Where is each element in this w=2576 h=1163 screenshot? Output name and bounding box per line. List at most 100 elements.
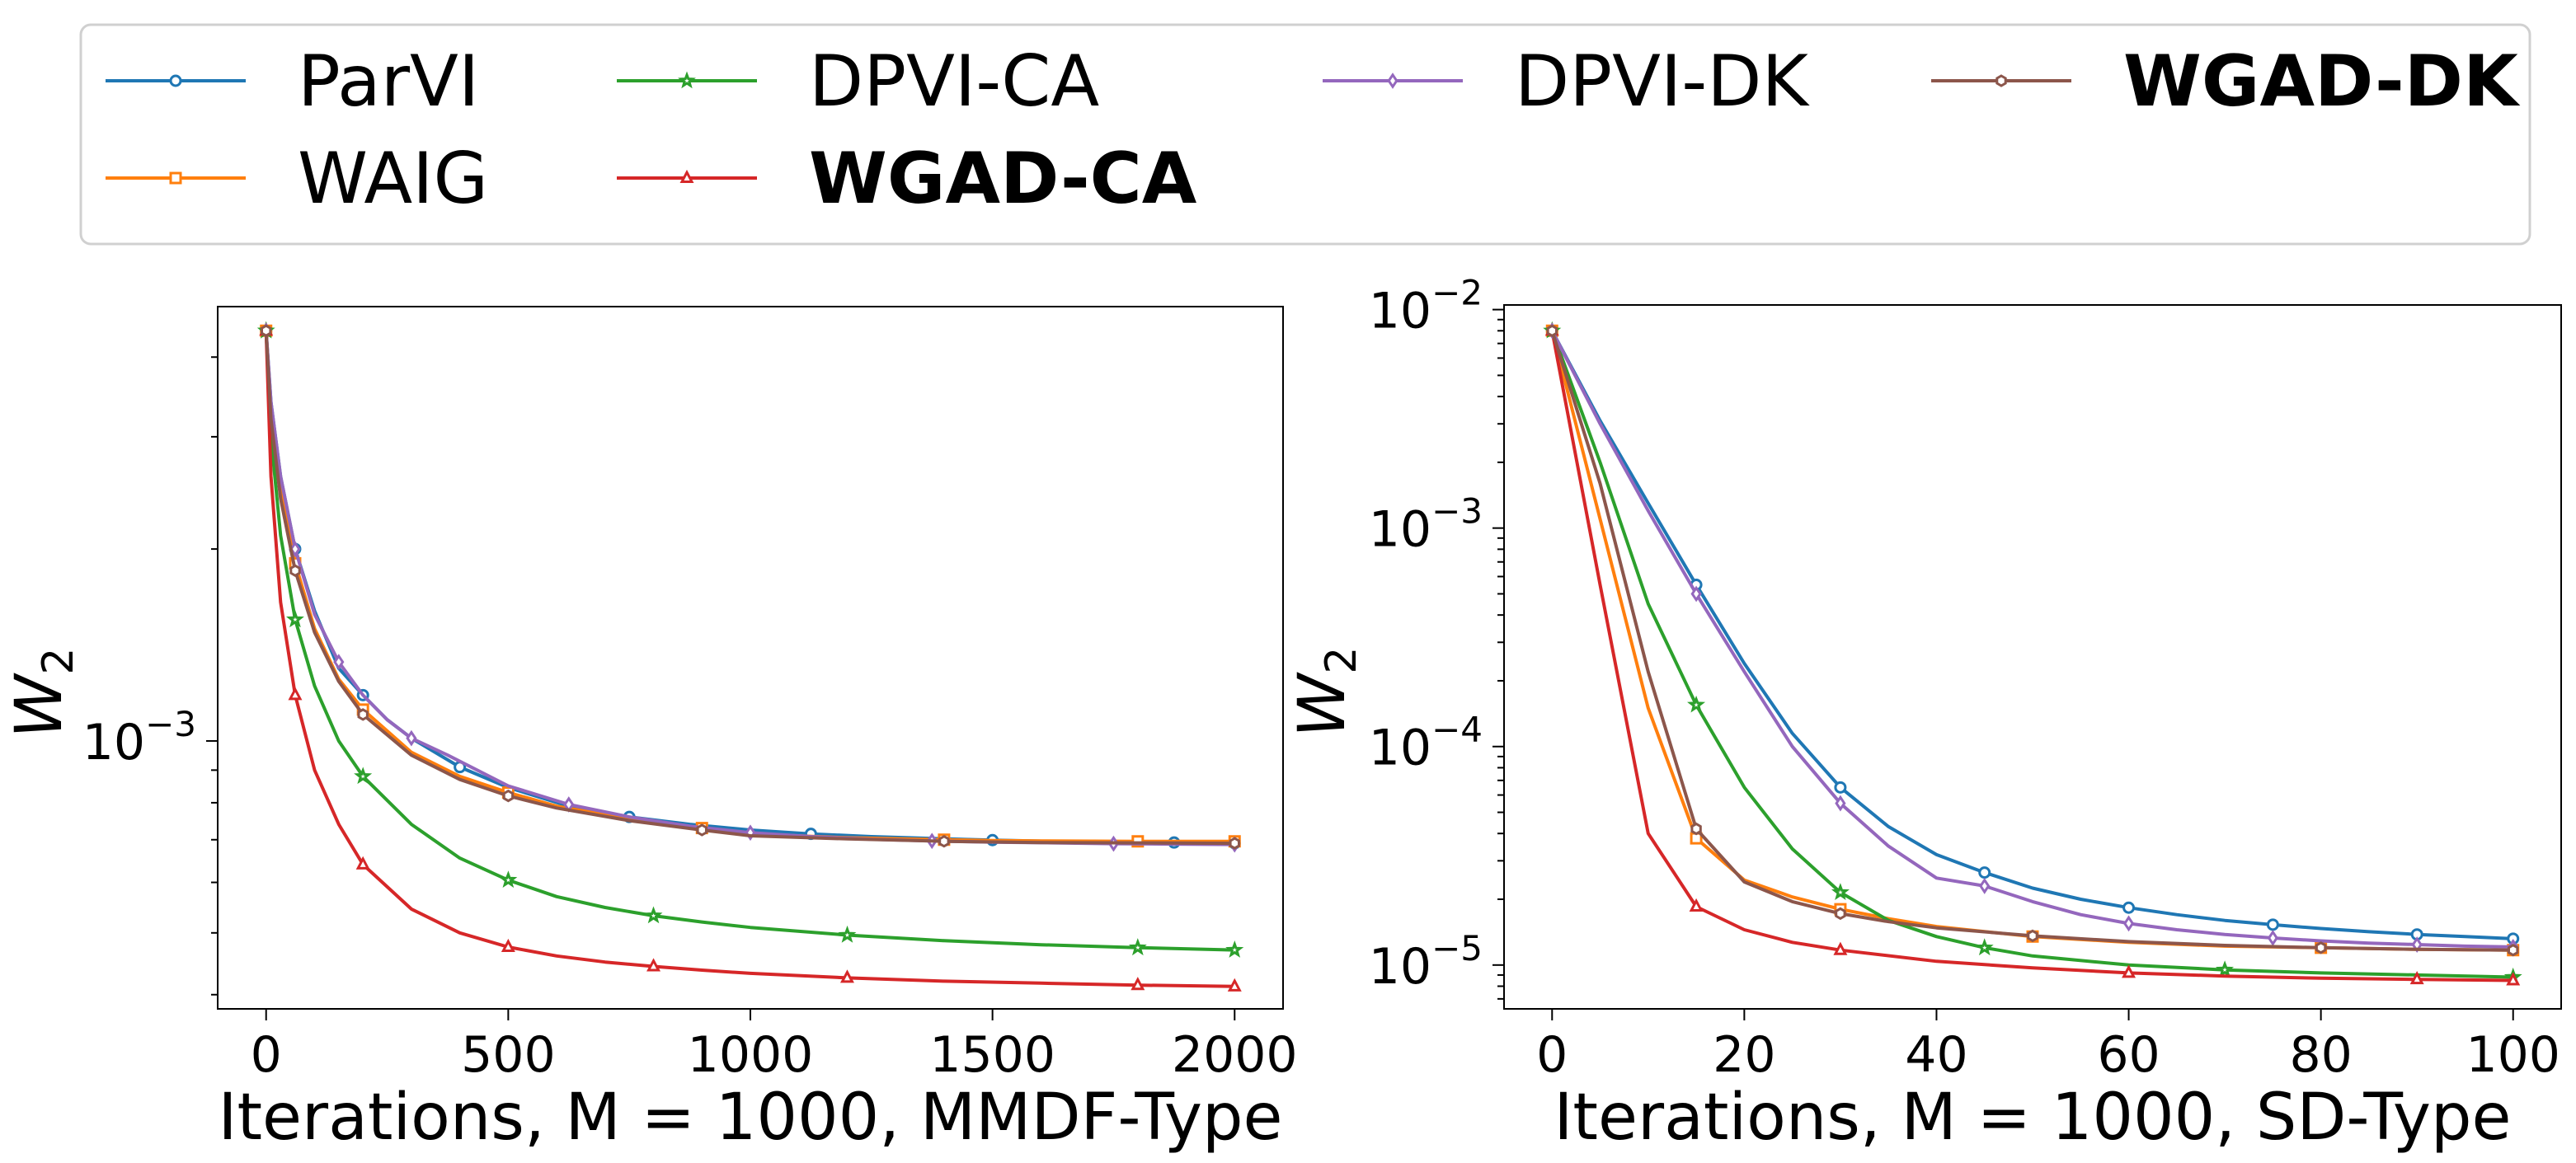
- p0-line-dpvi-dk: [264, 331, 1235, 846]
- p0-line-waig: [264, 331, 1235, 843]
- p0-point-wgad-ca: [1227, 978, 1242, 992]
- p1-y-axis-label: W2: [1286, 647, 1366, 738]
- p0-point-dpvi-ca: [286, 610, 304, 628]
- p1-x-tick-label: 0: [1536, 1026, 1568, 1084]
- p1-point-dpvi-dk: [1835, 795, 1846, 812]
- p0-point-dpvi-dk: [406, 729, 417, 747]
- legend-label-dpvi-ca: DPVI-CA: [809, 40, 1099, 123]
- legend-entry-wgad-ca: WGAD-CA: [617, 138, 1197, 220]
- p0-point-wgad-ca: [288, 687, 303, 701]
- p0-series-wgad-ca: [259, 322, 1242, 992]
- p0-line-wgad-dk: [264, 331, 1235, 846]
- p1-series-waig: [1545, 324, 2520, 957]
- p0-point-wgad-dk: [502, 789, 515, 803]
- p0-x-axis-label: Iterations, M = 1000, MMDF-Type: [218, 1081, 1282, 1155]
- p0-ylabel-main: W: [2, 673, 77, 739]
- p1-point-wgad-ca: [2409, 971, 2424, 985]
- p0-point-dpvi-ca: [1128, 938, 1147, 956]
- p0-series-dpvi-ca: [256, 321, 1244, 958]
- p1-line-parvi: [1550, 330, 2513, 940]
- p0-point-wgad-ca: [839, 969, 854, 983]
- p1-point-dpvi-dk: [1690, 585, 1702, 603]
- legend-entry-wgad-dk: WGAD-DK: [1931, 40, 2521, 123]
- legend-entry-waig: WAIG: [106, 138, 488, 220]
- p1-point-dpvi-ca: [2216, 960, 2235, 978]
- legend-entry-dpvi-ca: DPVI-CA: [617, 40, 1099, 123]
- p1-x-tick-label: 40: [1905, 1026, 1967, 1084]
- p0-plot-frame: [217, 306, 1284, 1010]
- p1-y-tick-label: 10−5: [1369, 928, 1483, 996]
- p1-point-wgad-dk: [1690, 822, 1702, 836]
- p0-point-dpvi-ca: [1225, 940, 1244, 958]
- p0-series-dpvi-dk: [261, 322, 1240, 853]
- p1-x-tick-label: 80: [2289, 1026, 2352, 1084]
- p0-series-group: [256, 321, 1244, 992]
- p0-point-dpvi-ca: [499, 870, 518, 889]
- legend-label-wgad-ca: WGAD-CA: [809, 138, 1197, 220]
- p1-y-tick-label: 10−2: [1369, 273, 1483, 340]
- p1-point-dpvi-dk: [2267, 930, 2278, 946]
- p1-series-wgad-dk: [1546, 324, 2519, 957]
- p1-point-wgad-ca: [2506, 972, 2521, 986]
- p1-point-dpvi-dk: [1979, 878, 1991, 894]
- p0-x-axis: 0 500 1000 1500 2000: [251, 1009, 1298, 1084]
- legend-marker-waig: [169, 171, 182, 185]
- p0-x-tick-label: 0: [251, 1026, 282, 1084]
- p1-point-wgad-ca: [2122, 964, 2136, 978]
- p0-series-wgad-dk: [261, 324, 1240, 850]
- legend-marker-parvi: [169, 74, 182, 87]
- p1-x-axis-label: Iterations, M = 1000, SD-Type: [1554, 1081, 2511, 1155]
- p1-point-dpvi-ca: [1687, 695, 1706, 713]
- p1-series-wgad-ca: [1544, 322, 2521, 986]
- p1-point-parvi: [1834, 781, 1847, 794]
- p1-x-tick-label: 60: [2097, 1026, 2160, 1084]
- p0-line-dpvi-ca: [264, 331, 1235, 952]
- p0-point-dpvi-dk: [333, 654, 345, 671]
- p0-point-wgad-dk: [289, 564, 301, 578]
- p1-point-dpvi-dk: [2122, 915, 2135, 932]
- p0-point-dpvi-dk: [289, 541, 301, 558]
- legend-label-waig: WAIG: [298, 138, 488, 220]
- p1-point-dpvi-ca: [1975, 938, 1994, 956]
- p1-x-tick-label: 20: [1713, 1026, 1775, 1084]
- p0-x-tick-label: 1000: [688, 1026, 814, 1084]
- p0-line-parvi: [264, 331, 1235, 846]
- legend-marker-wgad-dk: [1995, 74, 2007, 87]
- p1-point-parvi: [1978, 866, 1991, 879]
- p1-ylabel-subscript: 2: [1317, 647, 1366, 674]
- p1-y-axis: 10−2 10−3 10−4 10−5: [1369, 273, 1504, 1000]
- legend-entry-dpvi-dk: DPVI-DK: [1323, 40, 1811, 123]
- p0-ylabel-subscript: 2: [34, 647, 83, 674]
- legend-label-dpvi-dk: DPVI-DK: [1515, 40, 1811, 123]
- p1-point-wgad-dk: [2027, 929, 2038, 943]
- p1-x-axis: 0 20 40 60 80 100: [1536, 1009, 2560, 1084]
- p1-point-parvi: [2122, 901, 2136, 914]
- p1-ylabel-main: W: [1286, 672, 1360, 738]
- p1-point-wgad-ca: [1833, 941, 1848, 955]
- p1-x-tick-label: 100: [2466, 1026, 2560, 1084]
- p0-point-dpvi-ca: [644, 906, 663, 924]
- p1-line-dpvi-ca: [1550, 330, 2513, 979]
- p0-y-axis: 10−3: [82, 356, 218, 996]
- p0-point-wgad-dk: [696, 823, 707, 837]
- p1-series-dpvi-ca: [1543, 321, 2522, 986]
- p0-point-wgad-dk: [1229, 837, 1240, 850]
- p0-point-dpvi-ca: [838, 925, 857, 943]
- p0-point-wgad-dk: [938, 834, 950, 848]
- p1-point-wgad-dk: [2508, 943, 2519, 957]
- p1-line-waig: [1550, 330, 2513, 952]
- p0-series-waig: [260, 324, 1241, 848]
- p0-x-tick-label: 2000: [1172, 1026, 1298, 1084]
- p1-point-wgad-dk: [2315, 941, 2327, 954]
- p1-point-parvi: [2266, 918, 2279, 931]
- p0-point-wgad-ca: [355, 856, 370, 870]
- legend-marker-wgad-ca: [679, 169, 694, 183]
- p0-point-wgad-ca: [646, 958, 661, 972]
- legend-label-wgad-dk: WGAD-DK: [2123, 40, 2521, 123]
- p1-y-tick-label: 10−4: [1369, 710, 1483, 777]
- p1-line-wgad-ca: [1550, 330, 2513, 982]
- p1-point-wgad-ca: [1689, 898, 1704, 912]
- p1-plot-frame: [1503, 304, 2562, 1010]
- legend-entry-parvi: ParVI: [106, 40, 479, 123]
